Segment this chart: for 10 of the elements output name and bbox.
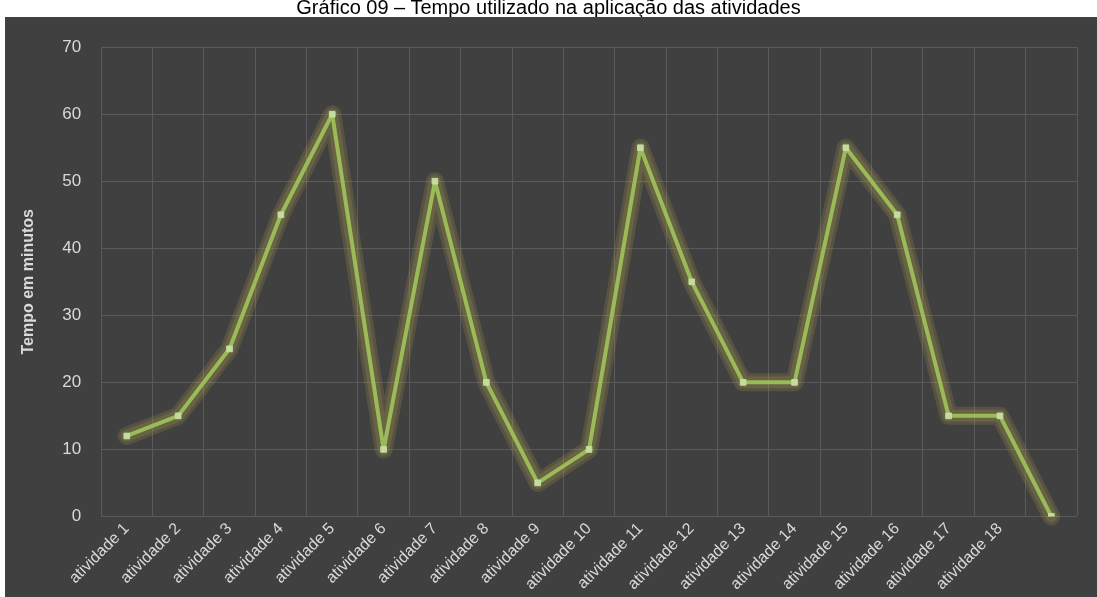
chart-title: Gráfico 09 – Tempo utilizado na aplicação das atividades [295,0,802,18]
y-tick-label: 20 [62,372,82,392]
y-tick-label: 60 [62,103,82,123]
y-tick-label: 40 [62,237,82,257]
y-tick-label: 70 [62,36,82,56]
y-axis-title: Tempo em minutos [19,208,37,355]
y-tick-label: 30 [62,305,82,325]
y-tick-label: 0 [71,506,82,526]
y-tick-label: 10 [62,439,82,459]
y-tick-label: 50 [62,170,82,190]
